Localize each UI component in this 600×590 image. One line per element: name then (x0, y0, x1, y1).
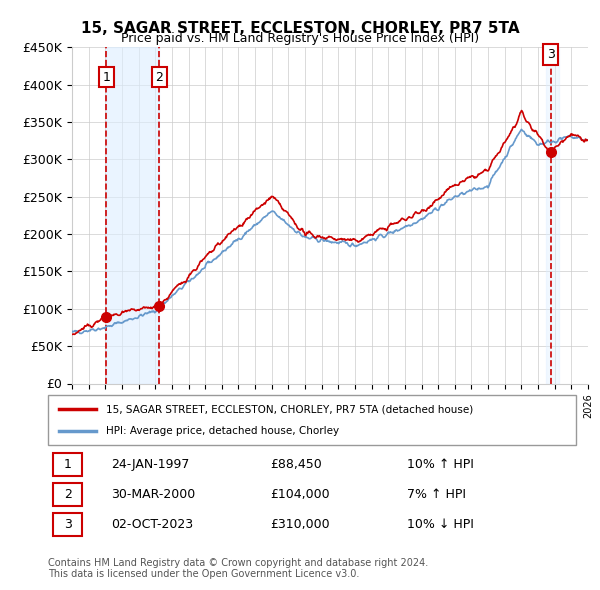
Bar (106, 47, 160, 384)
Text: 1: 1 (103, 71, 110, 84)
Text: 3: 3 (547, 48, 554, 61)
Text: 10% ↓ HPI: 10% ↓ HPI (407, 518, 474, 531)
Text: 02-OCT-2023: 02-OCT-2023 (112, 518, 193, 531)
Text: £88,450: £88,450 (270, 458, 322, 471)
Bar (545, 47, 559, 384)
Text: Price paid vs. HM Land Registry's House Price Index (HPI): Price paid vs. HM Land Registry's House … (121, 32, 479, 45)
Text: 3: 3 (64, 518, 72, 531)
Text: This data is licensed under the Open Government Licence v3.0.: This data is licensed under the Open Gov… (48, 569, 359, 579)
Text: 30-MAR-2000: 30-MAR-2000 (112, 488, 196, 501)
Text: HPI: Average price, detached house, Chorley: HPI: Average price, detached house, Chor… (106, 427, 339, 437)
Text: 7% ↑ HPI: 7% ↑ HPI (407, 488, 466, 501)
FancyBboxPatch shape (53, 513, 82, 536)
Text: £310,000: £310,000 (270, 518, 329, 531)
Text: 2: 2 (155, 71, 163, 84)
FancyBboxPatch shape (53, 483, 82, 506)
Text: 24-JAN-1997: 24-JAN-1997 (112, 458, 190, 471)
FancyBboxPatch shape (53, 453, 82, 476)
FancyBboxPatch shape (48, 395, 576, 445)
Text: 1: 1 (64, 458, 72, 471)
Text: 15, SAGAR STREET, ECCLESTON, CHORLEY, PR7 5TA: 15, SAGAR STREET, ECCLESTON, CHORLEY, PR… (80, 21, 520, 35)
Text: £104,000: £104,000 (270, 488, 329, 501)
Text: 2: 2 (64, 488, 72, 501)
Text: 15, SAGAR STREET, ECCLESTON, CHORLEY, PR7 5TA (detached house): 15, SAGAR STREET, ECCLESTON, CHORLEY, PR… (106, 404, 473, 414)
Text: 10% ↑ HPI: 10% ↑ HPI (407, 458, 474, 471)
Text: Contains HM Land Registry data © Crown copyright and database right 2024.: Contains HM Land Registry data © Crown c… (48, 558, 428, 568)
